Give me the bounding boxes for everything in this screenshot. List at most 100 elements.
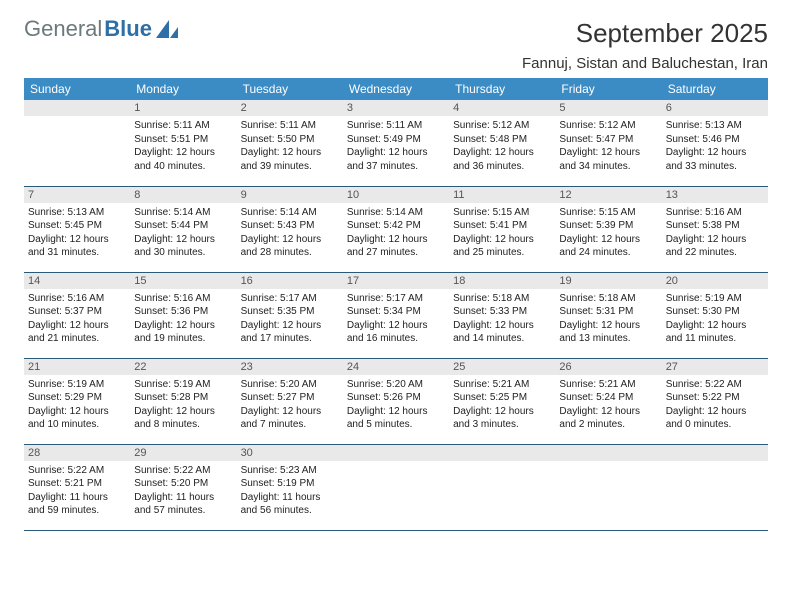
calendar-cell: 23Sunrise: 5:20 AMSunset: 5:27 PMDayligh… xyxy=(237,358,343,444)
weekday-header: Wednesday xyxy=(343,78,449,100)
calendar-cell xyxy=(555,444,661,530)
day-number: 4 xyxy=(449,100,555,116)
calendar-cell: 5Sunrise: 5:12 AMSunset: 5:47 PMDaylight… xyxy=(555,100,661,186)
calendar-cell: 29Sunrise: 5:22 AMSunset: 5:20 PMDayligh… xyxy=(130,444,236,530)
weekday-header: Monday xyxy=(130,78,236,100)
weekday-header: Sunday xyxy=(24,78,130,100)
calendar-cell: 16Sunrise: 5:17 AMSunset: 5:35 PMDayligh… xyxy=(237,272,343,358)
logo-text-blue: Blue xyxy=(104,18,152,40)
day-number: 19 xyxy=(555,273,661,289)
day-number: 16 xyxy=(237,273,343,289)
weekday-header: Saturday xyxy=(662,78,768,100)
calendar-cell: 2Sunrise: 5:11 AMSunset: 5:50 PMDaylight… xyxy=(237,100,343,186)
sunrise-line: Sunrise: 5:22 AM xyxy=(666,378,764,392)
calendar-cell xyxy=(24,100,130,186)
sunset-line: Sunset: 5:45 PM xyxy=(28,219,126,233)
sunset-line: Sunset: 5:28 PM xyxy=(134,391,232,405)
day-number xyxy=(555,445,661,461)
sunset-line: Sunset: 5:20 PM xyxy=(134,477,232,491)
calendar-cell xyxy=(662,444,768,530)
day-number: 27 xyxy=(662,359,768,375)
calendar-cell: 26Sunrise: 5:21 AMSunset: 5:24 PMDayligh… xyxy=(555,358,661,444)
sunset-line: Sunset: 5:25 PM xyxy=(453,391,551,405)
calendar-cell: 11Sunrise: 5:15 AMSunset: 5:41 PMDayligh… xyxy=(449,186,555,272)
daylight-line: Daylight: 12 hours and 25 minutes. xyxy=(453,233,551,260)
day-number: 17 xyxy=(343,273,449,289)
daylight-line: Daylight: 12 hours and 3 minutes. xyxy=(453,405,551,432)
logo-text-gray: General xyxy=(24,18,102,40)
sunrise-line: Sunrise: 5:12 AM xyxy=(453,119,551,133)
calendar-table: SundayMondayTuesdayWednesdayThursdayFrid… xyxy=(24,78,768,531)
sunset-line: Sunset: 5:48 PM xyxy=(453,133,551,147)
calendar-cell: 25Sunrise: 5:21 AMSunset: 5:25 PMDayligh… xyxy=(449,358,555,444)
calendar-cell: 21Sunrise: 5:19 AMSunset: 5:29 PMDayligh… xyxy=(24,358,130,444)
sunset-line: Sunset: 5:46 PM xyxy=(666,133,764,147)
daylight-line: Daylight: 12 hours and 0 minutes. xyxy=(666,405,764,432)
sunset-line: Sunset: 5:34 PM xyxy=(347,305,445,319)
sunset-line: Sunset: 5:36 PM xyxy=(134,305,232,319)
day-number xyxy=(449,445,555,461)
calendar-cell: 24 Sunrise: 5:20 AMSunset: 5:26 PMDayligh… xyxy=(343,358,449,444)
sunrise-line: Sunrise: 5:11 AM xyxy=(134,119,232,133)
sunset-line: Sunset: 5:37 PM xyxy=(28,305,126,319)
sunrise-line: Sunrise: 5:11 AM xyxy=(347,119,445,133)
sunrise-line: Sunrise: 5:13 AM xyxy=(666,119,764,133)
daylight-line: Daylight: 12 hours and 21 minutes. xyxy=(28,319,126,346)
daylight-line: Daylight: 12 hours and 28 minutes. xyxy=(241,233,339,260)
day-number: 8 xyxy=(130,187,236,203)
sunset-line: Sunset: 5:47 PM xyxy=(559,133,657,147)
daylight-line: Daylight: 12 hours and 27 minutes. xyxy=(347,233,445,260)
sunrise-line: Sunrise: 5:14 AM xyxy=(134,206,232,220)
calendar-cell: 12Sunrise: 5:15 AMSunset: 5:39 PMDayligh… xyxy=(555,186,661,272)
sunset-line: Sunset: 5:30 PM xyxy=(666,305,764,319)
daylight-line: Daylight: 12 hours and 30 minutes. xyxy=(134,233,232,260)
sunset-line: Sunset: 5:29 PM xyxy=(28,391,126,405)
daylight-line: Daylight: 12 hours and 33 minutes. xyxy=(666,146,764,173)
calendar-cell: 30Sunrise: 5:23 AMSunset: 5:19 PMDayligh… xyxy=(237,444,343,530)
sunset-line: Sunset: 5:26 PM xyxy=(347,391,445,405)
daylight-line: Daylight: 12 hours and 40 minutes. xyxy=(134,146,232,173)
daylight-line: Daylight: 12 hours and 39 minutes. xyxy=(241,146,339,173)
logo: GeneralBlue xyxy=(24,18,178,40)
daylight-line: Daylight: 11 hours and 56 minutes. xyxy=(241,491,339,518)
sunset-line: Sunset: 5:41 PM xyxy=(453,219,551,233)
sunrise-line: Sunrise: 5:18 AM xyxy=(453,292,551,306)
day-number xyxy=(343,445,449,461)
day-number: 25 xyxy=(449,359,555,375)
sunrise-line: Sunrise: 5:20 AM xyxy=(241,378,339,392)
day-number: 22 xyxy=(130,359,236,375)
daylight-line: Daylight: 12 hours and 5 minutes. xyxy=(347,405,445,432)
daylight-line: Daylight: 12 hours and 2 minutes. xyxy=(559,405,657,432)
sunrise-line: Sunrise: 5:20 AM xyxy=(347,378,445,392)
sunrise-line: Sunrise: 5:23 AM xyxy=(241,464,339,478)
calendar-cell: 3Sunrise: 5:11 AMSunset: 5:49 PMDaylight… xyxy=(343,100,449,186)
day-number: 3 xyxy=(343,100,449,116)
sunrise-line: Sunrise: 5:11 AM xyxy=(241,119,339,133)
sunset-line: Sunset: 5:31 PM xyxy=(559,305,657,319)
daylight-line: Daylight: 12 hours and 19 minutes. xyxy=(134,319,232,346)
daylight-line: Daylight: 12 hours and 22 minutes. xyxy=(666,233,764,260)
calendar-cell: 14Sunrise: 5:16 AMSunset: 5:37 PMDayligh… xyxy=(24,272,130,358)
calendar-cell xyxy=(449,444,555,530)
sunrise-line: Sunrise: 5:19 AM xyxy=(666,292,764,306)
calendar-cell: 4Sunrise: 5:12 AMSunset: 5:48 PMDaylight… xyxy=(449,100,555,186)
daylight-line: Daylight: 11 hours and 59 minutes. xyxy=(28,491,126,518)
day-number: 28 xyxy=(24,445,130,461)
day-number: 24 xyxy=(343,359,449,375)
sunrise-line: Sunrise: 5:19 AM xyxy=(134,378,232,392)
weekday-header: Tuesday xyxy=(237,78,343,100)
sunset-line: Sunset: 5:43 PM xyxy=(241,219,339,233)
calendar-cell: 7Sunrise: 5:13 AMSunset: 5:45 PMDaylight… xyxy=(24,186,130,272)
sunset-line: Sunset: 5:35 PM xyxy=(241,305,339,319)
day-number: 26 xyxy=(555,359,661,375)
daylight-line: Daylight: 12 hours and 24 minutes. xyxy=(559,233,657,260)
day-number: 10 xyxy=(343,187,449,203)
sunset-line: Sunset: 5:39 PM xyxy=(559,219,657,233)
daylight-line: Daylight: 12 hours and 10 minutes. xyxy=(28,405,126,432)
weekday-header: Thursday xyxy=(449,78,555,100)
day-number: 23 xyxy=(237,359,343,375)
day-number: 18 xyxy=(449,273,555,289)
sunset-line: Sunset: 5:38 PM xyxy=(666,219,764,233)
sunset-line: Sunset: 5:51 PM xyxy=(134,133,232,147)
day-number xyxy=(24,100,130,116)
